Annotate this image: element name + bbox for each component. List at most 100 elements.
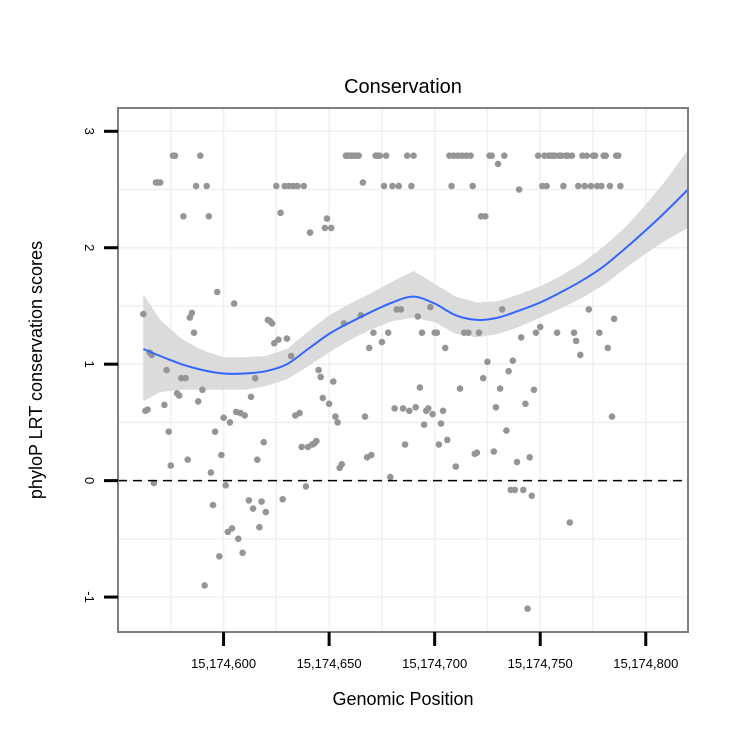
data-point [591,152,599,159]
data-point [566,519,574,526]
data-point [194,398,202,405]
data-point [382,152,390,159]
data-point [298,443,306,451]
data-point [399,405,407,412]
data-point [604,344,612,352]
data-point [273,182,280,190]
data-point [323,215,331,222]
data-point [180,213,187,220]
x-tick-label: 15,174,750 [508,656,573,671]
data-point [287,352,295,360]
data-point [140,310,147,318]
data-point [532,329,540,337]
data-point [452,463,460,470]
data-point [439,407,447,415]
data-point [184,456,191,464]
data-point [258,498,265,505]
data-point [615,152,622,159]
data-point [543,182,550,190]
data-point [296,409,303,417]
data-point [218,451,225,459]
data-point [617,182,624,190]
data-point [216,553,223,560]
data-point [156,179,164,186]
data-point [251,374,259,382]
data-point [401,441,409,448]
data-point [389,182,396,190]
data-point [230,300,238,307]
data-point [492,404,500,411]
data-point [228,525,236,532]
data-point [321,224,329,232]
data-point [294,182,301,190]
data-point [410,152,417,159]
data-point [163,366,170,374]
y-tick-label: 1 [82,361,97,368]
y-axis-title: phyloP LRT conservation scores [26,241,46,499]
data-point [253,456,261,464]
data-point [306,229,314,236]
data-point [205,213,213,220]
data-point [475,329,483,337]
data-point [570,329,578,337]
data-point [211,428,219,436]
data-point [479,374,487,382]
data-point [247,393,255,401]
data-point [197,152,204,159]
data-point [235,535,242,543]
data-point [384,329,392,337]
data-point [501,152,508,159]
data-point [192,182,200,190]
data-point [378,338,386,346]
data-point [469,182,477,190]
data-point [355,152,363,159]
data-point [420,421,428,429]
data-point [448,182,455,190]
data-point [427,303,434,311]
data-point [435,441,443,448]
data-point [473,449,481,457]
axes: 15,174,600 15,174,650 15,174,700 15,174,750… [82,128,678,671]
data-point [334,419,341,426]
data-point [528,492,536,500]
data-point [520,486,527,494]
data-point [370,329,377,337]
data-point [574,182,582,190]
smooth-line-layer [142,188,689,375]
data-point [503,427,510,434]
data-point [606,182,614,190]
data-point [437,420,445,427]
data-point [596,329,603,337]
x-tick-label: 15,174,800 [613,656,678,671]
y-tick-label: 2 [82,244,97,251]
data-point [598,182,605,190]
data-point [277,209,284,217]
data-point [376,152,384,159]
data-point [279,496,287,503]
data-point [387,473,394,481]
data-point [572,337,580,345]
data-point [568,152,576,159]
data-point [583,152,590,159]
data-point [249,505,257,512]
y-tick-label: 3 [82,128,97,135]
data-point [391,405,398,412]
data-point [498,306,506,313]
data-point [395,182,403,190]
data-point [222,482,229,489]
data-point [313,437,320,445]
data-point [456,385,464,392]
data-point [433,329,441,337]
data-point [553,329,561,337]
data-point [262,508,270,516]
y-tick-label: 0 [82,477,97,484]
data-point [175,392,183,399]
data-point [513,458,521,466]
data-point [581,182,588,190]
data-point [509,357,517,365]
data-point [515,186,523,193]
data-point [330,378,337,385]
data-point [188,309,196,317]
data-point [260,438,268,446]
